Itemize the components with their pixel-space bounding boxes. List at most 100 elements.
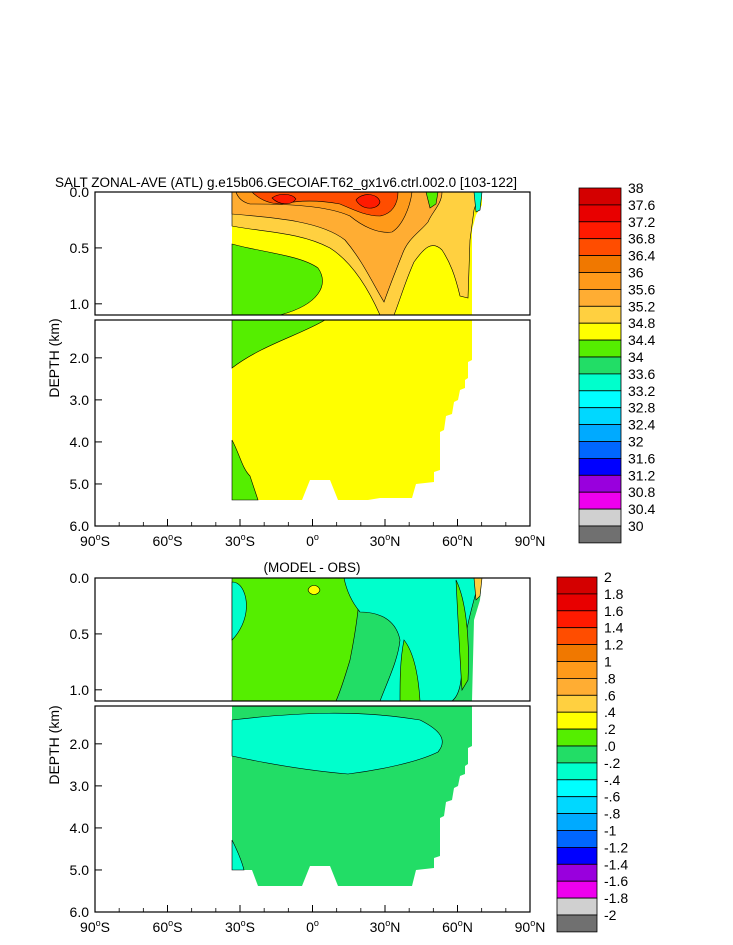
colorbar-swatch bbox=[578, 491, 622, 510]
colorbar-label: 34.4 bbox=[628, 332, 655, 348]
colorbar-swatch bbox=[578, 238, 622, 256]
colorbar-swatch bbox=[556, 728, 598, 747]
y-tick-label: 6.0 bbox=[70, 904, 90, 920]
colorbar-swatch bbox=[578, 204, 622, 223]
colorbar-label: 36.8 bbox=[628, 231, 655, 247]
colorbar-swatch bbox=[578, 339, 622, 358]
colorbar-label: 38 bbox=[628, 180, 644, 196]
x-tick-label: 60oS bbox=[153, 918, 183, 935]
difference-contour-arctic-pos bbox=[473, 578, 483, 601]
difference-contour-positive-mid bbox=[399, 639, 421, 701]
difference-upper-frame bbox=[94, 577, 531, 702]
colorbar-label: -1.4 bbox=[604, 856, 628, 872]
colorbar-swatch bbox=[578, 457, 622, 476]
colorbar-label: 32 bbox=[628, 434, 644, 450]
colorbar-label: 1.6 bbox=[604, 603, 624, 619]
colorbar-label: -1.2 bbox=[604, 839, 628, 855]
colorbar-swatch bbox=[578, 441, 622, 459]
x-tick-label: 60oN bbox=[442, 918, 473, 935]
colorbar-label: 37.6 bbox=[628, 197, 655, 213]
colorbar-swatch bbox=[556, 711, 598, 730]
colorbar-label: 33.6 bbox=[628, 366, 655, 382]
x-tick-label: 30oS bbox=[225, 918, 255, 935]
colorbar-swatch bbox=[578, 407, 622, 426]
x-tick-label: 90oS bbox=[80, 532, 110, 549]
difference-contour-positive-north bbox=[455, 579, 469, 691]
salinity-contour-fresh-south bbox=[231, 243, 323, 315]
colorbar-swatch bbox=[556, 694, 598, 713]
colorbar-label: .6 bbox=[604, 687, 616, 703]
y-tick-label: 6.0 bbox=[70, 518, 90, 534]
y-tick-label: 0.5 bbox=[70, 626, 90, 642]
x-tick-label: 30oN bbox=[370, 918, 401, 935]
colorbar-swatch bbox=[556, 644, 598, 662]
colorbar-label: -2 bbox=[604, 907, 617, 923]
y-tick-label: 5.0 bbox=[70, 476, 90, 492]
colorbar-label: 36 bbox=[628, 265, 644, 281]
x-tick-label: 90oN bbox=[515, 532, 546, 549]
colorbar-label: 36.4 bbox=[628, 248, 655, 264]
colorbar-label: .8 bbox=[604, 670, 616, 686]
colorbar-swatch bbox=[556, 779, 598, 798]
colorbar-swatch bbox=[556, 661, 598, 679]
colorbar-label: .0 bbox=[604, 738, 616, 754]
colorbar-swatch bbox=[578, 525, 622, 544]
colorbar-swatch bbox=[578, 288, 622, 307]
salinity-axes: 90oS 60oS 30oS 0o 30oN 60oN 90oN 0.0 0.5 1.0 2.0 3.… bbox=[70, 184, 546, 549]
colorbar-label: 34.8 bbox=[628, 315, 655, 331]
difference-panel: (MODEL - OBS) 90oS 60oS 30oS 0o 30oN 60oN 90oN… bbox=[46, 560, 628, 935]
colorbar-label: 34 bbox=[628, 349, 644, 365]
y-tick-label: 0.5 bbox=[70, 240, 90, 256]
x-tick-label: 60oN bbox=[442, 532, 473, 549]
colorbar-label: -.2 bbox=[604, 755, 621, 771]
colorbar-swatch bbox=[556, 762, 598, 781]
y-tick-label: 1.0 bbox=[70, 296, 90, 312]
difference-lower-field bbox=[231, 706, 472, 886]
salinity-panel: SALT ZONAL-AVE (ATL) g.e15b06.GECOIAF.T6… bbox=[46, 175, 655, 549]
colorbar-swatch bbox=[556, 627, 598, 646]
salinity-title: SALT ZONAL-AVE (ATL) g.e15b06.GECOIAF.T6… bbox=[55, 175, 517, 190]
colorbar-swatch bbox=[556, 847, 598, 865]
salinity-contour-37-2-north bbox=[355, 194, 381, 209]
colorbar-label: .4 bbox=[604, 704, 616, 720]
colorbar-label: 32.4 bbox=[628, 417, 655, 433]
colorbar-swatch bbox=[578, 187, 622, 206]
difference-title: (MODEL - OBS) bbox=[263, 560, 360, 575]
difference-contour-positive-upper bbox=[231, 578, 361, 701]
colorbar-swatch bbox=[578, 255, 622, 273]
colorbar-swatch bbox=[578, 424, 622, 442]
colorbar-swatch bbox=[556, 830, 598, 848]
y-tick-label: 0.0 bbox=[70, 570, 90, 586]
colorbar-label: 31.2 bbox=[628, 467, 655, 483]
colorbar-label: 35.6 bbox=[628, 281, 655, 297]
salinity-contour-37-2-south bbox=[271, 194, 297, 205]
x-tick-label: 0o bbox=[306, 532, 319, 549]
difference-contour-yellow-spot bbox=[307, 585, 321, 595]
salinity-upper-frame bbox=[94, 191, 531, 316]
colorbar-swatch bbox=[578, 356, 622, 375]
colorbar-label: -1.6 bbox=[604, 873, 628, 889]
salinity-deep-fill bbox=[232, 320, 472, 500]
y-tick-label: 2.0 bbox=[70, 736, 90, 752]
difference-axes: 90oS 60oS 30oS 0o 30oN 60oN 90oN 0.0 0.5 1.0 2.0 3.… bbox=[70, 570, 546, 935]
y-tick-label: 0.0 bbox=[70, 184, 90, 200]
salinity-lower-field bbox=[231, 320, 472, 501]
colorbar-swatch bbox=[578, 305, 622, 324]
colorbar-label: 30 bbox=[628, 518, 644, 534]
y-tick-label: 4.0 bbox=[70, 820, 90, 836]
y-tick-label: 2.0 bbox=[70, 350, 90, 366]
colorbar-swatch bbox=[556, 880, 598, 899]
salinity-contour-north-fresh bbox=[425, 192, 439, 209]
colorbar-label: 31.6 bbox=[628, 450, 655, 466]
colorbar-swatch bbox=[556, 593, 598, 612]
difference-ylabel: DEPTH (km) bbox=[46, 705, 62, 784]
colorbar-swatch bbox=[578, 390, 622, 409]
colorbar-label: 1.4 bbox=[604, 620, 624, 636]
colorbar-label: -1 bbox=[604, 823, 617, 839]
colorbar-swatch bbox=[578, 221, 622, 240]
colorbar-label: 30.4 bbox=[628, 501, 655, 517]
colorbar-label: -.6 bbox=[604, 789, 621, 805]
colorbar-swatch bbox=[578, 373, 622, 392]
difference-contour-negative-west bbox=[231, 581, 247, 641]
